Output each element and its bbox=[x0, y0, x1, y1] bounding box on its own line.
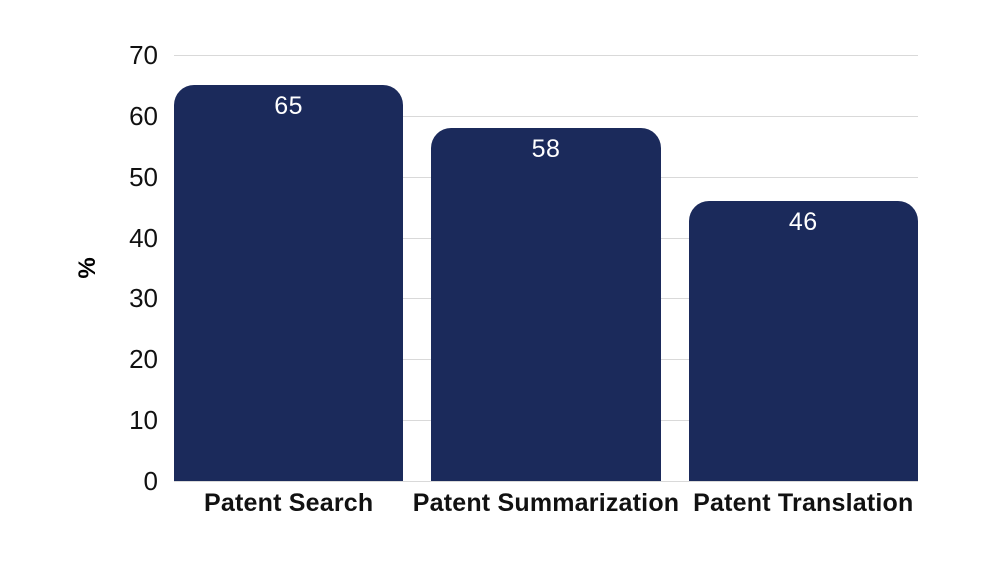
plot-area: 65 58 46 bbox=[174, 55, 918, 482]
y-tick-label: 0 bbox=[143, 466, 158, 496]
y-tick-label: 60 bbox=[129, 100, 158, 131]
x-category-label: Patent Translation bbox=[693, 489, 914, 517]
gridline bbox=[174, 55, 918, 56]
x-category-label: Patent Search bbox=[203, 489, 374, 517]
y-tick-label: 30 bbox=[129, 283, 158, 314]
bar: 58 bbox=[431, 128, 661, 481]
bar: 46 bbox=[688, 201, 918, 481]
y-tick-label: 20 bbox=[129, 344, 158, 375]
x-category-label: Patent Summarization bbox=[412, 489, 680, 517]
y-axis-label: % bbox=[74, 257, 101, 279]
bar-value-label: 58 bbox=[531, 135, 561, 164]
bar-value-label: 65 bbox=[274, 92, 304, 121]
bar: 65 bbox=[174, 85, 404, 481]
y-tick-label: 10 bbox=[129, 405, 158, 436]
bar-value-label: 46 bbox=[788, 208, 818, 237]
gridline bbox=[174, 481, 918, 482]
y-tick-label: 40 bbox=[129, 222, 158, 253]
y-tick-label: 70 bbox=[129, 40, 158, 70]
y-tick-label: 50 bbox=[129, 161, 158, 192]
gridline bbox=[174, 115, 918, 117]
